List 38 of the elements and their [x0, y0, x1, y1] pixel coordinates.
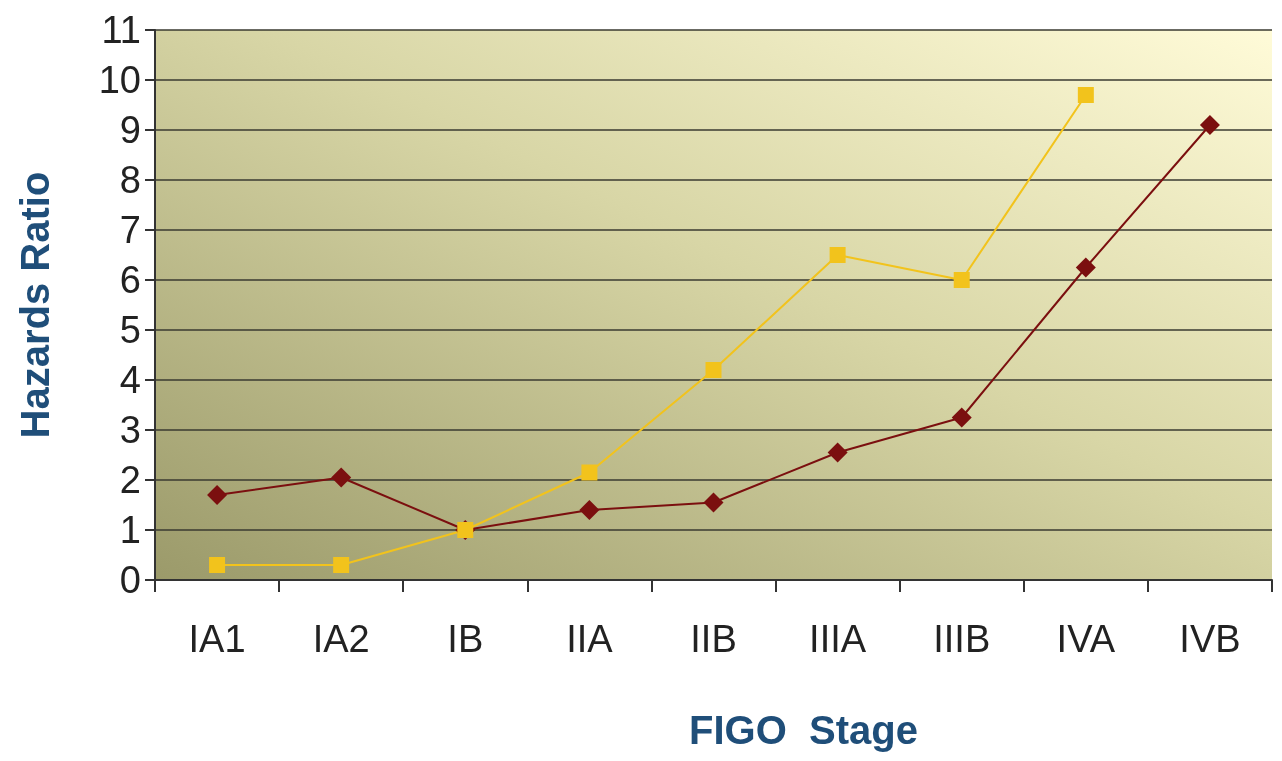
y-tick-label: 6 — [119, 259, 141, 301]
x-tick-label: IA2 — [312, 618, 370, 660]
x-tick-label: IB — [447, 618, 484, 660]
point — [1077, 87, 1094, 103]
point — [703, 492, 724, 513]
y-axis-title: Hazards Ratio — [13, 171, 57, 439]
point — [581, 464, 598, 481]
point — [951, 407, 972, 428]
point — [953, 272, 970, 288]
y-tick-label: 11 — [101, 9, 141, 51]
point — [827, 442, 848, 463]
x-tick-label: IIIA — [809, 618, 867, 660]
y-tick-label: 8 — [119, 159, 141, 201]
y-tick-label: 10 — [98, 59, 141, 101]
y-tick-label: 4 — [119, 359, 141, 401]
y-tick-label: 5 — [119, 309, 141, 351]
x-tick-label: IIB — [690, 618, 737, 660]
y-tick-label: 9 — [119, 109, 141, 151]
x-tick-label: IIIB — [933, 618, 991, 660]
x-tick-label: IVA — [1056, 618, 1116, 660]
x-tick-label: IIA — [566, 618, 614, 660]
point — [333, 557, 350, 573]
point — [1075, 257, 1096, 278]
y-tick-label: 1 — [119, 509, 141, 551]
y-tick-label: 3 — [119, 409, 141, 451]
point — [829, 247, 846, 263]
point — [579, 500, 600, 520]
y-tick-label: 7 — [119, 209, 141, 251]
point — [209, 557, 226, 573]
point — [331, 467, 352, 488]
x-tick-label: IVB — [1179, 618, 1241, 660]
point — [705, 362, 722, 378]
point — [207, 485, 228, 505]
point — [1199, 115, 1220, 135]
x-axis-title: FIGO Stage — [689, 708, 918, 752]
y-tick-label: 0 — [119, 559, 141, 601]
x-tick-label: IA1 — [188, 618, 246, 660]
y-tick-label: 2 — [119, 459, 141, 501]
